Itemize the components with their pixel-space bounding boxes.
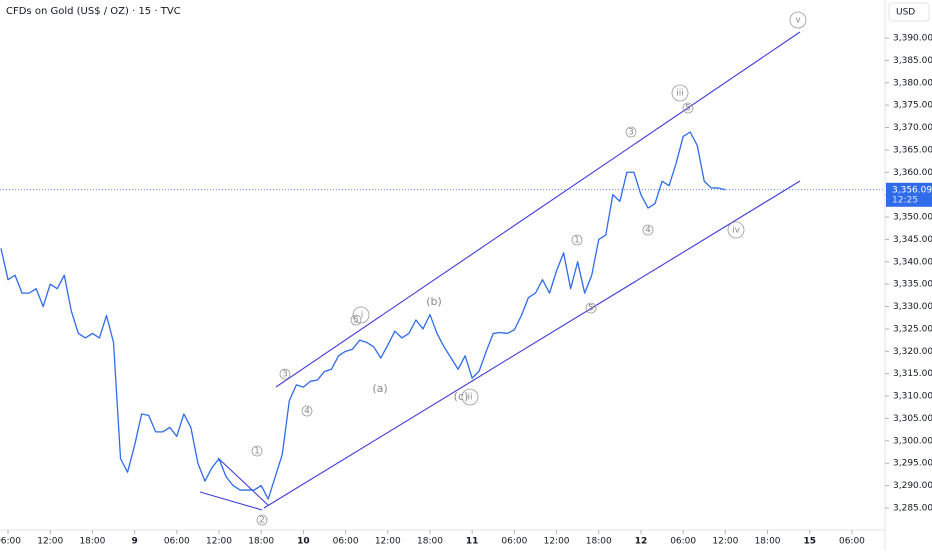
wave-label: 4 bbox=[645, 226, 651, 236]
x-tick-label: 18:00 bbox=[417, 537, 443, 547]
y-tick-label: 3,310.000 bbox=[893, 392, 932, 402]
wave-label: (b) bbox=[426, 295, 442, 308]
y-tick-label: 3,350.000 bbox=[893, 213, 932, 223]
wave-label: 3 bbox=[628, 128, 634, 138]
wave-circle bbox=[256, 514, 268, 526]
wave-circle bbox=[671, 84, 689, 102]
y-tick-label: 3,365.000 bbox=[893, 145, 932, 155]
wave-label: (a) bbox=[372, 382, 387, 395]
x-tick-label: 06:00 bbox=[670, 537, 696, 547]
y-tick-label: 3,360.000 bbox=[893, 168, 932, 178]
y-tick-label: 3,295.000 bbox=[893, 459, 932, 469]
wave-circle bbox=[727, 221, 745, 239]
wave-labels: v iii 5 3 4 iv 1 5 3 4 i 5 (a) (b) (c) i… bbox=[251, 11, 807, 526]
wave-circle bbox=[682, 102, 694, 114]
wave-label: 1 bbox=[254, 447, 260, 457]
x-tick-label: 12:00 bbox=[37, 537, 63, 547]
x-tick-label: 06:00 bbox=[333, 537, 359, 547]
y-tick-label: 3,285.000 bbox=[893, 503, 932, 513]
wave-label: 5 bbox=[353, 316, 359, 326]
wave-circle bbox=[461, 388, 479, 406]
y-tick-label: 3,385.000 bbox=[893, 56, 932, 66]
wave-circle bbox=[350, 314, 362, 326]
x-tick-label: 18:00 bbox=[586, 537, 612, 547]
x-tick-label: 12 bbox=[635, 537, 648, 547]
chart-title: CFDs on Gold (US$ / OZ) · 15 · TVC bbox=[6, 6, 181, 17]
x-tick-label: 18:00 bbox=[79, 537, 105, 547]
x-tick-label: 11 bbox=[466, 537, 479, 547]
wedge-upper bbox=[217, 457, 269, 506]
wave-label: 2 bbox=[259, 516, 265, 526]
drawings bbox=[199, 31, 801, 511]
wave-label: 1 bbox=[574, 236, 580, 246]
wave-circle bbox=[352, 306, 370, 324]
x-tick-label: 12:00 bbox=[712, 537, 738, 547]
y-tick-label: 3,290.000 bbox=[893, 481, 932, 491]
price-line bbox=[0, 131, 726, 500]
wave-circle bbox=[571, 234, 583, 246]
x-tick-label: 12:00 bbox=[544, 537, 570, 547]
currency-box bbox=[888, 2, 930, 22]
x-tick-label: 06:00 bbox=[164, 537, 190, 547]
y-tick-label: 3,345.000 bbox=[893, 235, 932, 245]
last-price-label: 3,356.090 bbox=[892, 185, 932, 195]
y-tick-label: 3,390.000 bbox=[893, 34, 932, 44]
channel-upper bbox=[275, 31, 801, 388]
y-tick-label: 3,305.000 bbox=[893, 414, 932, 424]
y-tick-label: 3,300.000 bbox=[893, 436, 932, 446]
y-tick-label: 3,335.000 bbox=[893, 280, 932, 290]
wave-circle bbox=[625, 126, 637, 138]
wave-label: 4 bbox=[304, 407, 310, 417]
y-tick-label: 3,325.000 bbox=[893, 324, 932, 334]
x-tick-label: 15 bbox=[803, 537, 816, 547]
y-tick-label: 3,375.000 bbox=[893, 101, 932, 111]
wave-label: v bbox=[795, 16, 801, 26]
wave-label: (c) bbox=[454, 390, 469, 403]
countdown-label: 12:25 bbox=[892, 195, 918, 205]
x-tick-label: 18:00 bbox=[755, 537, 781, 547]
y-tick-label: 3,340.000 bbox=[893, 257, 932, 267]
x-tick-label: 06:00 bbox=[839, 537, 865, 547]
wave-circle bbox=[301, 405, 313, 417]
y-tick-label: 3,380.000 bbox=[893, 78, 932, 88]
wave-label: 3 bbox=[282, 370, 288, 380]
x-tick-label: 9 bbox=[131, 537, 137, 547]
x-tick-label: 10 bbox=[297, 537, 310, 547]
wave-label: ii bbox=[467, 393, 472, 403]
wave-label: 5 bbox=[588, 304, 594, 314]
wave-circle bbox=[585, 302, 597, 314]
x-tick-label: 06:00 bbox=[0, 537, 21, 547]
wave-circle bbox=[279, 368, 291, 380]
channel-lower bbox=[263, 180, 801, 509]
currency[interactable]: USD bbox=[896, 8, 915, 18]
y-tick-label: 3,320.000 bbox=[893, 347, 932, 357]
y-tick-label: 3,315.000 bbox=[893, 369, 932, 379]
last-price-box bbox=[886, 182, 932, 207]
x-tick-label: 12:00 bbox=[206, 537, 232, 547]
y-tick-label: 3,370.000 bbox=[893, 123, 932, 133]
wave-circle bbox=[251, 445, 263, 457]
x-tick-label: 18:00 bbox=[248, 537, 274, 547]
x-tick-label: 06:00 bbox=[501, 537, 527, 547]
y-tick-label: 3,330.000 bbox=[893, 302, 932, 312]
wave-label: iii bbox=[676, 89, 684, 99]
wave-label: i bbox=[361, 311, 364, 321]
wave-circle bbox=[642, 224, 654, 236]
wave-label: iv bbox=[732, 226, 741, 236]
x-tick-label: 12:00 bbox=[375, 537, 401, 547]
wedge-lower bbox=[199, 491, 263, 511]
wave-label: 5 bbox=[685, 104, 691, 114]
wave-circle bbox=[789, 11, 807, 29]
